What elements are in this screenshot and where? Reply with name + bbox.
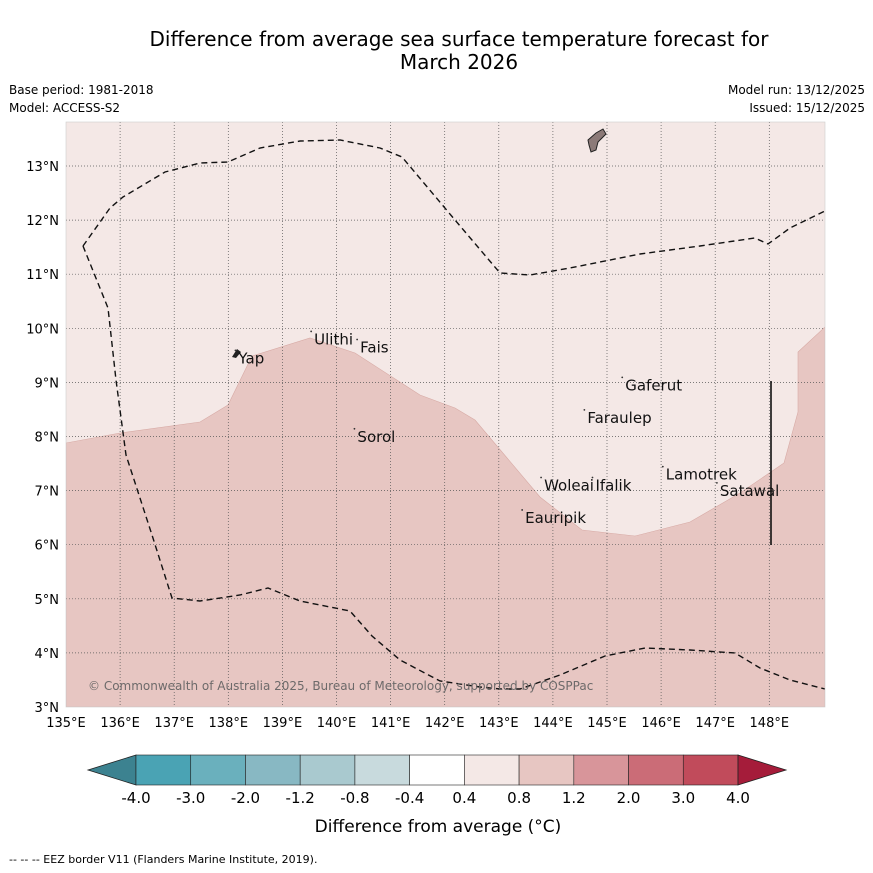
x-tick-label: 137°E — [154, 716, 194, 731]
colorbar-tick-label: -2.0 — [231, 789, 260, 807]
colorbar-segment — [628, 754, 684, 786]
colorbar-segment — [190, 754, 246, 786]
map-area: Yap Ulithi Fais Gaferut Faraulep Sorol Woleai I… — [66, 122, 825, 707]
chart-title: Difference from average sea surface temp… — [0, 28, 873, 74]
y-tick-label: 9°N — [35, 376, 60, 391]
axis-tick-labels: 135°E 136°E 137°E 138°E 139°E 140°E 141°E 142°E… — [26, 160, 789, 731]
y-tick-label: 10°N — [26, 322, 59, 337]
atoll-marker — [621, 376, 624, 379]
colorbar-segment — [245, 754, 301, 786]
atoll-marker — [310, 330, 313, 333]
x-tick-label: 143°E — [479, 716, 519, 731]
eez-credit: -- -- -- EEZ border V11 (Flanders Marine… — [9, 853, 318, 866]
y-tick-label: 6°N — [35, 539, 60, 554]
colorbar-extend-high — [737, 754, 788, 786]
colorbar-tick-label: -0.8 — [340, 789, 369, 807]
atoll-marker — [356, 338, 359, 341]
colorbar: -4.0 -3.0 -2.0 -1.2 -0.8 -0.4 0.4 0.8 1.2 2.0 3.0 4… — [86, 754, 788, 807]
atoll-marker — [234, 349, 237, 352]
copyright-notice: © Commonwealth of Australia 2025, Bureau… — [88, 679, 593, 693]
colorbar-segment — [464, 754, 520, 786]
meta-left: Base period: 1981-2018 Model: ACCESS-S2 — [9, 81, 154, 117]
place-label-woleai: Woleai — [544, 476, 594, 494]
colorbar-segment — [573, 754, 629, 786]
model-name: Model: ACCESS-S2 — [9, 101, 121, 115]
graticule — [66, 122, 825, 707]
y-tick-label: 3°N — [35, 701, 60, 716]
colorbar-segment — [518, 754, 575, 786]
yap-island — [232, 349, 241, 358]
land-features — [232, 128, 607, 358]
atoll-marker — [591, 476, 594, 479]
place-label-ifalik: Ifalik — [595, 476, 631, 494]
colorbar-tick-label: 1.2 — [562, 789, 586, 807]
y-tick-label: 13°N — [26, 160, 59, 175]
y-tick-label: 8°N — [35, 431, 60, 446]
place-label-gaferut: Gaferut — [625, 376, 682, 394]
colorbar-tick-label: -0.4 — [395, 789, 424, 807]
atoll-marker — [540, 476, 542, 479]
place-label-fais: Fais — [360, 339, 389, 357]
x-tick-label: 141°E — [371, 716, 411, 731]
place-label-lamotrek: Lamotrek — [666, 466, 737, 484]
x-tick-label: 136°E — [100, 716, 140, 731]
sst-anomaly-0.8-1.2 — [66, 326, 825, 707]
y-tick-label: 11°N — [26, 268, 59, 283]
eez-borders — [82, 139, 825, 690]
y-tick-label: 4°N — [35, 647, 60, 662]
meta-right: Model run: 13/12/2025 Issued: 15/12/2025 — [728, 81, 865, 117]
eez-border-line — [82, 139, 825, 276]
colorbar-segment — [299, 754, 356, 786]
colorbar-tick-label: 2.0 — [617, 789, 641, 807]
y-tick-label: 7°N — [35, 485, 60, 500]
base-period: Base period: 1981-2018 — [9, 83, 154, 97]
colorbar-tick-label: 3.0 — [671, 789, 695, 807]
x-tick-label: 146°E — [641, 716, 681, 731]
issued-date: Issued: 15/12/2025 — [749, 101, 865, 115]
colorbar-segment — [135, 754, 192, 786]
x-tick-label: 138°E — [209, 716, 249, 731]
place-label-faraulep: Faraulep — [587, 409, 651, 427]
colorbar-tick-label: 4.0 — [726, 789, 750, 807]
colorbar-tick-label: -4.0 — [121, 789, 150, 807]
atoll-marker — [661, 465, 664, 468]
colorbar-tick-label: -3.0 — [176, 789, 205, 807]
place-label-sorol: Sorol — [357, 428, 395, 446]
guam-island — [587, 128, 607, 153]
x-tick-label: 148°E — [750, 716, 790, 731]
colorbar-extend-low — [86, 754, 137, 786]
eez-border-line — [82, 245, 825, 690]
atoll-marker — [583, 408, 586, 411]
y-tick-label: 12°N — [26, 214, 59, 229]
x-tick-label: 139°E — [263, 716, 303, 731]
x-tick-label: 142°E — [425, 716, 465, 731]
colorbar-segment — [354, 754, 410, 786]
atoll-marker — [353, 427, 356, 430]
title-line-2: March 2026 — [399, 50, 519, 74]
colorbar-tick-label: 0.4 — [452, 789, 476, 807]
atoll-marker — [716, 481, 718, 484]
place-label-satawal: Satawal — [720, 482, 779, 500]
model-run: Model run: 13/12/2025 — [727, 83, 865, 97]
colorbar-segment — [682, 754, 739, 786]
colorbar-segment — [409, 754, 465, 786]
map-frame — [65, 121, 826, 708]
place-labels: Yap Ulithi Fais Gaferut Faraulep Sorol Woleai I… — [234, 330, 779, 527]
colorbar-tick-label: 0.8 — [507, 789, 531, 807]
x-tick-label: 145°E — [587, 716, 627, 731]
title-line-1: Difference from average sea surface temp… — [149, 27, 769, 51]
x-tick-label: 140°E — [317, 716, 357, 731]
x-tick-label: 144°E — [533, 716, 573, 731]
place-label-yap: Yap — [237, 349, 264, 367]
atoll-marker — [521, 509, 524, 511]
y-tick-label: 5°N — [35, 593, 60, 608]
place-label-ulithi: Ulithi — [314, 330, 353, 348]
x-tick-label: 147°E — [695, 716, 735, 731]
x-tick-label: 135°E — [46, 716, 86, 731]
place-label-eauripik: Eauripik — [525, 509, 586, 527]
colorbar-tick-label: -1.2 — [286, 789, 315, 807]
colorbar-label: Difference from average (°C) — [315, 817, 562, 837]
